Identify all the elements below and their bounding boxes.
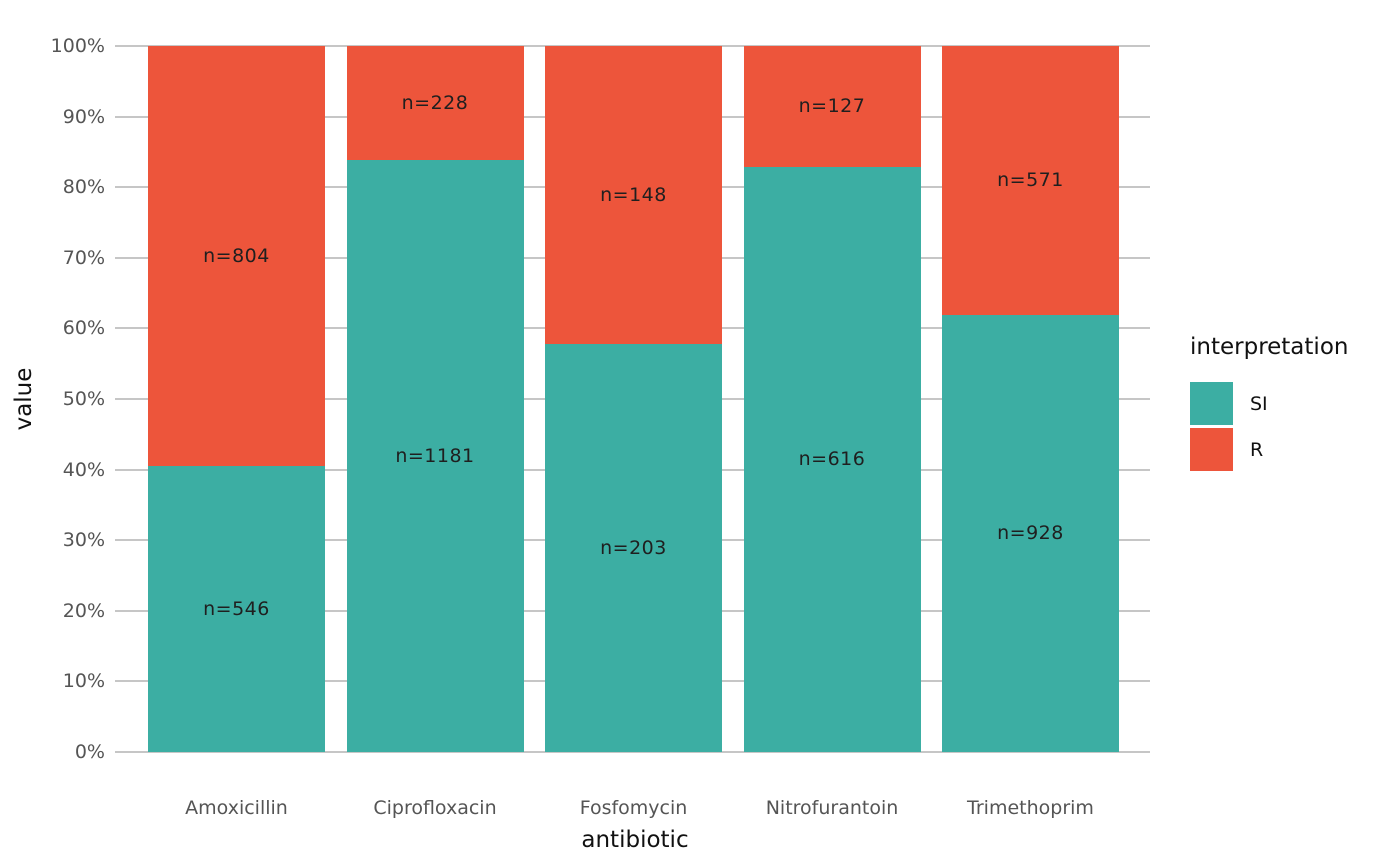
legend-label-r: R bbox=[1250, 438, 1264, 461]
legend-entry-si: SI bbox=[1190, 382, 1390, 425]
y-tick-label-0%: 0% bbox=[74, 741, 105, 763]
x-axis-title: antibiotic bbox=[581, 827, 689, 853]
bar-segment-r-nitrofurantoin: n=127 bbox=[743, 46, 921, 167]
bar-fosfomycin: n=148 n=203 bbox=[545, 46, 722, 752]
legend-entries: SI R bbox=[1190, 382, 1390, 471]
bar-trimethoprim: n=571 n=928 bbox=[942, 46, 1119, 752]
y-tick-label-60%: 60% bbox=[62, 317, 105, 340]
y-tick-label-80%: 80% bbox=[62, 176, 105, 199]
bar-segment-si-fosfomycin: n=203 bbox=[545, 343, 722, 752]
gridline-0% bbox=[115, 751, 1150, 753]
x-tick-label-nitrofurantoin: Nitrofurantoin bbox=[765, 797, 899, 819]
bar-segment-r-fosfomycin: n=148 bbox=[545, 46, 722, 344]
bar-segment-r-trimethoprim: n=571 bbox=[942, 46, 1119, 315]
bar-label-r-ciprofloxacin: n=228 bbox=[401, 92, 469, 115]
legend-swatch-r bbox=[1190, 428, 1233, 471]
bar-segment-si-amoxicillin: n=546 bbox=[148, 466, 325, 752]
legend-label-si: SI bbox=[1250, 392, 1268, 415]
bar-segment-si-ciprofloxacin: n=1181 bbox=[346, 160, 524, 752]
y-tick-label-10%: 10% bbox=[62, 670, 105, 693]
bar-label-r-trimethoprim: n=571 bbox=[997, 169, 1064, 192]
x-tick-label-ciprofloxacin: Ciprofloxacin bbox=[373, 797, 497, 819]
bar-label-si-fosfomycin: n=203 bbox=[600, 536, 667, 559]
bar-segment-r-amoxicillin: n=804 bbox=[148, 46, 325, 467]
y-tick-label-30%: 30% bbox=[62, 529, 105, 552]
legend-entry-r: R bbox=[1190, 428, 1390, 471]
bar-label-r-fosfomycin: n=148 bbox=[600, 183, 667, 206]
y-tick-label-100%: 100% bbox=[50, 35, 105, 57]
x-tick-label-fosfomycin: Fosfomycin bbox=[579, 797, 688, 819]
bar-label-si-nitrofurantoin: n=616 bbox=[798, 448, 866, 471]
bar-segment-si-nitrofurantoin: n=616 bbox=[743, 166, 921, 752]
bar-label-r-nitrofurantoin: n=127 bbox=[798, 95, 866, 118]
bar-nitrofurantoin: n=127 n=616 bbox=[743, 46, 921, 752]
x-tick-label-amoxicillin: Amoxicillin bbox=[185, 797, 288, 819]
y-tick-label-50%: 50% bbox=[62, 388, 105, 410]
bar-label-si-ciprofloxacin: n=1181 bbox=[395, 445, 475, 468]
bar-segment-si-trimethoprim: n=928 bbox=[942, 314, 1119, 752]
bar-amoxicillin: n=804 n=546 bbox=[148, 46, 325, 752]
legend-swatch-si bbox=[1190, 382, 1233, 425]
y-tick-label-40%: 40% bbox=[62, 458, 105, 481]
bar-segment-r-ciprofloxacin: n=228 bbox=[346, 46, 524, 161]
y-tick-label-90%: 90% bbox=[62, 105, 105, 128]
y-tick-label-70%: 70% bbox=[62, 246, 105, 269]
x-tick-label-trimethoprim: Trimethoprim bbox=[967, 797, 1094, 819]
y-tick-label-20%: 20% bbox=[62, 599, 105, 622]
plot-panel: n=804 n=546 n=228 n=1181 n=148 n=203 n=127 n=61… bbox=[115, 45, 1150, 753]
bar-label-si-amoxicillin: n=546 bbox=[203, 598, 270, 621]
bar-ciprofloxacin: n=228 n=1181 bbox=[346, 46, 524, 752]
legend: interpretation SI R bbox=[1190, 334, 1390, 474]
legend-title: interpretation bbox=[1190, 334, 1349, 360]
bar-label-si-trimethoprim: n=928 bbox=[997, 522, 1064, 545]
bar-label-r-amoxicillin: n=804 bbox=[203, 245, 270, 268]
